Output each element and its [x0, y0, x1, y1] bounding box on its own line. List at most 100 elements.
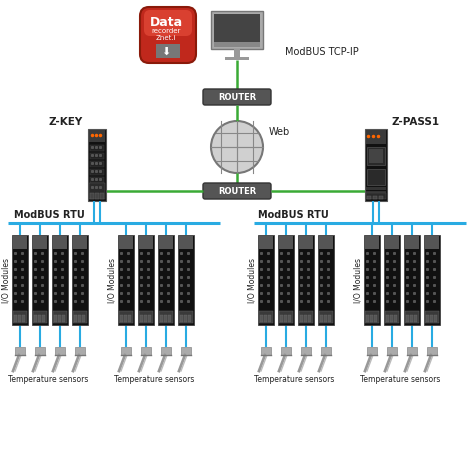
- Bar: [139, 311, 153, 323]
- Bar: [369, 149, 383, 164]
- Bar: [407, 347, 417, 355]
- Bar: [179, 311, 193, 323]
- Bar: [379, 197, 383, 199]
- Bar: [89, 131, 105, 143]
- Bar: [140, 315, 143, 322]
- Bar: [119, 311, 133, 323]
- Bar: [278, 236, 294, 325]
- Bar: [366, 194, 386, 199]
- Text: ROUTER: ROUTER: [218, 93, 256, 102]
- Bar: [365, 130, 387, 201]
- Bar: [430, 315, 433, 322]
- Bar: [15, 347, 25, 355]
- Bar: [179, 237, 193, 249]
- Text: Temperature sensors: Temperature sensors: [360, 375, 440, 384]
- Bar: [148, 315, 151, 322]
- Bar: [406, 315, 409, 322]
- Bar: [299, 237, 313, 249]
- Bar: [72, 236, 88, 325]
- Bar: [156, 45, 180, 59]
- Circle shape: [211, 122, 263, 174]
- Bar: [264, 315, 267, 322]
- Bar: [304, 315, 307, 322]
- Bar: [164, 315, 167, 322]
- Bar: [364, 236, 380, 325]
- Bar: [394, 315, 397, 322]
- Bar: [318, 236, 334, 325]
- Bar: [367, 148, 385, 166]
- Bar: [184, 315, 187, 322]
- Bar: [424, 236, 440, 325]
- Bar: [367, 347, 377, 355]
- Bar: [366, 192, 386, 195]
- Bar: [373, 197, 377, 199]
- Bar: [12, 236, 28, 325]
- Text: ModBUS RTU: ModBUS RTU: [14, 209, 85, 219]
- Bar: [260, 315, 263, 322]
- Bar: [13, 311, 27, 323]
- Text: Data: Data: [149, 15, 182, 29]
- Bar: [268, 315, 271, 322]
- Text: Temperature sensors: Temperature sensors: [114, 375, 194, 384]
- Bar: [367, 197, 371, 199]
- Text: ROUTER: ROUTER: [218, 187, 256, 196]
- Bar: [78, 315, 81, 322]
- Bar: [280, 315, 283, 322]
- Bar: [90, 186, 104, 192]
- Bar: [365, 237, 379, 249]
- Bar: [374, 315, 377, 322]
- Bar: [427, 347, 437, 355]
- Bar: [74, 315, 77, 322]
- Text: Web: Web: [269, 127, 290, 137]
- Bar: [384, 236, 400, 325]
- Bar: [366, 188, 386, 190]
- Bar: [90, 169, 104, 176]
- Bar: [178, 236, 194, 325]
- Bar: [425, 311, 439, 323]
- Bar: [138, 236, 154, 325]
- Bar: [279, 237, 293, 249]
- Bar: [35, 347, 45, 355]
- Bar: [100, 194, 104, 199]
- Bar: [90, 178, 104, 184]
- Bar: [144, 315, 147, 322]
- Bar: [13, 237, 27, 249]
- Bar: [119, 237, 133, 249]
- FancyBboxPatch shape: [203, 184, 271, 199]
- Bar: [321, 347, 331, 355]
- Bar: [366, 315, 369, 322]
- Bar: [90, 162, 104, 168]
- Bar: [33, 237, 47, 249]
- Bar: [301, 347, 311, 355]
- Bar: [405, 237, 419, 249]
- Text: I/O Modules: I/O Modules: [1, 258, 10, 303]
- Bar: [386, 315, 389, 322]
- Bar: [32, 236, 48, 325]
- Bar: [124, 315, 127, 322]
- Bar: [299, 311, 313, 323]
- Bar: [328, 315, 331, 322]
- Bar: [390, 315, 393, 322]
- Bar: [118, 236, 134, 325]
- Bar: [300, 315, 303, 322]
- Bar: [88, 130, 106, 201]
- Bar: [288, 315, 291, 322]
- Bar: [58, 315, 61, 322]
- Bar: [42, 315, 45, 322]
- FancyBboxPatch shape: [203, 90, 271, 106]
- Bar: [188, 315, 191, 322]
- Bar: [211, 12, 263, 50]
- Bar: [38, 315, 41, 322]
- Bar: [425, 237, 439, 249]
- Text: Znet.i: Znet.i: [155, 35, 176, 41]
- Bar: [385, 237, 399, 249]
- Text: Z-PASS1: Z-PASS1: [392, 117, 440, 127]
- Text: ModBUS RTU: ModBUS RTU: [258, 209, 329, 219]
- Bar: [34, 315, 37, 322]
- Bar: [90, 154, 104, 159]
- Bar: [75, 347, 85, 355]
- Bar: [387, 347, 397, 355]
- Bar: [319, 311, 333, 323]
- Bar: [214, 15, 260, 43]
- Bar: [320, 315, 323, 322]
